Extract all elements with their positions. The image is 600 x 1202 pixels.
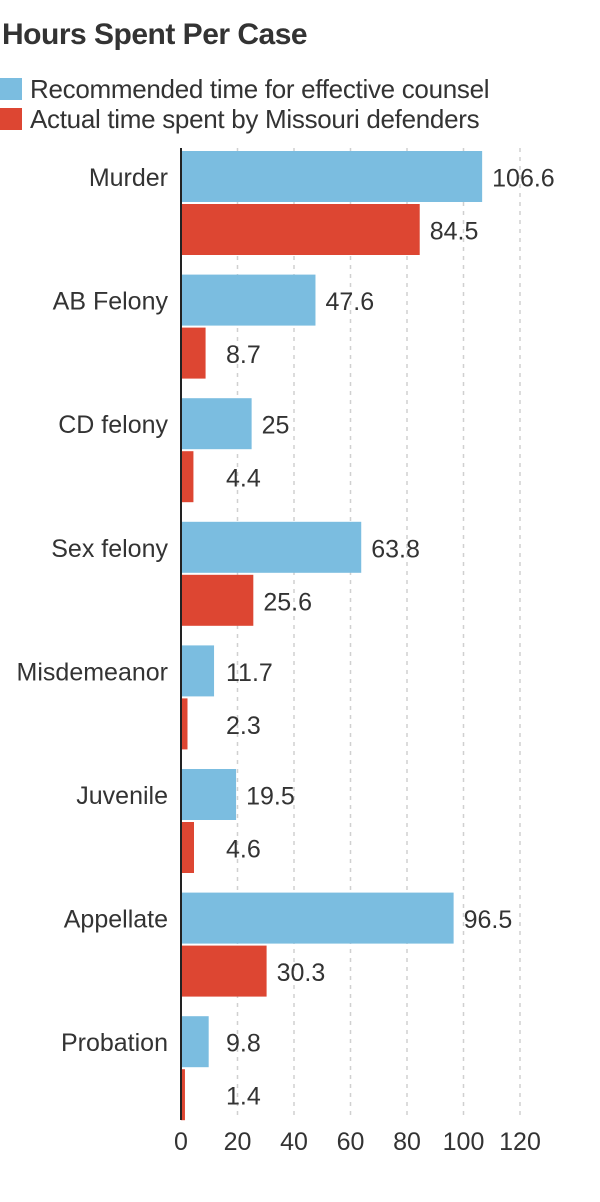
bar-actual-probation	[181, 1069, 185, 1121]
x-tick-label-0: 0	[174, 1128, 188, 1156]
value-label-recommended-murder: 106.6	[492, 165, 555, 193]
bar-recommended-appellate	[181, 892, 454, 944]
legend-swatch-actual	[0, 108, 22, 130]
legend-label-recommended: Recommended time for effective counsel	[30, 73, 490, 104]
value-label-recommended-misdemeanor: 11.7	[226, 659, 273, 687]
bars	[181, 151, 483, 1121]
category-label-appellate: Appellate	[64, 906, 168, 934]
value-label-actual-appellate: 30.3	[277, 959, 326, 987]
legend-swatch-recommended	[0, 78, 22, 100]
value-label-actual-ab-felony: 8.7	[226, 341, 261, 369]
value-label-actual-juvenile: 4.6	[226, 836, 261, 864]
bar-recommended-probation	[181, 1016, 209, 1068]
value-label-actual-misdemeanor: 2.3	[226, 712, 261, 740]
bar-recommended-sex-felony	[181, 521, 362, 573]
bar-recommended-cd-felony	[181, 398, 252, 450]
category-label-murder: Murder	[89, 164, 168, 192]
category-label-sex-felony: Sex felony	[51, 535, 168, 563]
x-tick-label-120: 120	[499, 1128, 541, 1156]
x-tick-label-60: 60	[337, 1128, 365, 1156]
bar-recommended-ab-felony	[181, 274, 316, 326]
category-label-cd-felony: CD felony	[58, 411, 168, 439]
bar-actual-sex-felony	[181, 574, 254, 626]
bar-recommended-murder	[181, 151, 483, 202]
value-label-recommended-cd-felony: 25	[262, 412, 290, 440]
x-tick-label-100: 100	[443, 1128, 485, 1156]
value-label-recommended-ab-felony: 47.6	[325, 288, 374, 316]
bar-actual-appellate	[181, 945, 267, 997]
legend-label-actual: Actual time spent by Missouri defenders	[30, 103, 480, 134]
labels: 106.6 84.5 Murder 47.6 8.7 AB Felony 254.4 CD f…	[17, 164, 555, 1156]
x-tick-label-40: 40	[280, 1128, 308, 1156]
bar-actual-murder	[181, 204, 420, 255]
value-label-actual-murder: 84.5	[430, 218, 479, 246]
value-label-recommended-sex-felony: 63.8	[371, 535, 420, 563]
legend-item-recommended: Recommended time for effective counsel	[0, 73, 490, 104]
bar-actual-cd-felony	[181, 451, 194, 503]
x-tick-label-20: 20	[224, 1128, 252, 1156]
x-tick-label-80: 80	[393, 1128, 421, 1156]
category-label-probation: Probation	[61, 1029, 168, 1057]
value-label-recommended-juvenile: 19.5	[246, 783, 295, 811]
legend: Recommended time for effective counsel A…	[0, 73, 490, 134]
value-label-actual-cd-felony: 4.4	[226, 465, 261, 493]
chart-title: Hours Spent Per Case	[2, 18, 308, 51]
category-label-ab-felony: AB Felony	[53, 288, 169, 316]
category-label-juvenile: Juvenile	[76, 782, 168, 810]
value-label-actual-sex-felony: 25.6	[263, 588, 312, 616]
bar-recommended-juvenile	[181, 769, 237, 820]
bar-actual-misdemeanor	[181, 698, 188, 750]
value-label-recommended-probation: 9.8	[226, 1030, 261, 1058]
bar-recommended-misdemeanor	[181, 645, 215, 697]
legend-item-actual: Actual time spent by Missouri defenders	[0, 104, 489, 134]
value-label-recommended-appellate: 96.5	[464, 906, 513, 934]
bar-actual-ab-felony	[181, 327, 206, 379]
category-label-misdemeanor: Misdemeanor	[17, 658, 168, 686]
value-label-actual-probation: 1.4	[226, 1083, 261, 1111]
bar-actual-juvenile	[181, 822, 194, 873]
